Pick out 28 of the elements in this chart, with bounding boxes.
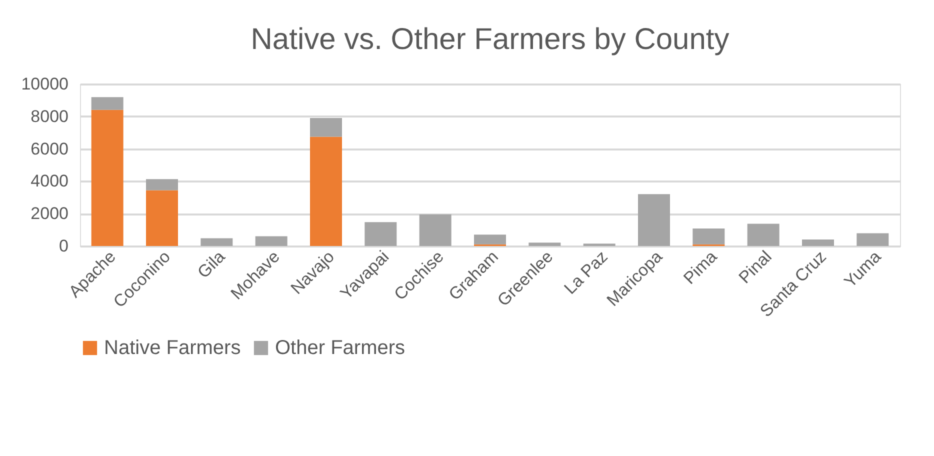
bar [856,233,889,246]
bar [146,179,178,190]
bar [419,214,452,246]
bar [692,228,725,244]
bar [91,110,124,246]
legend-label: Native Farmers [104,337,241,359]
bar [310,118,342,137]
chart-title: Native vs. Other Farmers by County [250,23,730,56]
bar [200,238,233,246]
bar [802,240,834,246]
legend-label: Other Farmers [275,337,406,359]
bar [747,224,780,246]
y-tick-label: 2000 [30,204,68,224]
y-tick-label: 4000 [30,172,68,191]
bar [91,97,124,110]
bar [528,242,561,246]
x-tick-label: Gila [194,246,230,282]
y-tick-label: 8000 [30,106,68,126]
x-tick-label: La Paz [560,247,612,298]
bar [638,194,670,246]
y-tick-label: 10000 [21,74,68,94]
bar [255,236,288,246]
bar [474,234,506,244]
bar [146,190,178,246]
bar [310,136,342,246]
y-tick-label: 6000 [30,139,68,158]
bar [364,222,397,246]
y-tick-label: 0 [59,236,68,256]
